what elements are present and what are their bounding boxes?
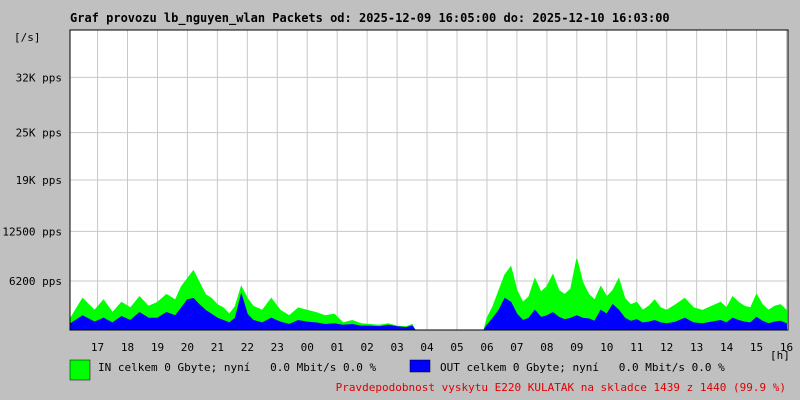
y-tick-labels: 6200 pps 12500 pps 19K pps 25K pps 32K pps (2, 71, 62, 288)
x-tick-label-0: 17 (91, 341, 104, 354)
plot-border (69, 29, 789, 331)
legend-label-in: IN celkem 0 Gbyte; nyní 0.0 Mbit/s 0.0 % (98, 361, 377, 374)
series-out-area (70, 292, 787, 331)
x-tick-label-8: 01 (331, 341, 344, 354)
x-tick-label-12: 05 (450, 341, 463, 354)
legend-swatch-out (409, 359, 431, 373)
y-tick-label-0: 6200 pps (9, 275, 62, 288)
chart-title: Graf provozu lb_nguyen_wlan Packets od: … (70, 11, 670, 26)
x-tick-label-11: 04 (420, 341, 434, 354)
y-tick-label-3: 25K pps (16, 127, 62, 140)
x-tick-label-13: 06 (480, 341, 493, 354)
x-tick-label-14: 07 (510, 341, 523, 354)
x-tick-label-23: 16 (780, 341, 793, 354)
x-tick-label-2: 19 (151, 341, 164, 354)
x-tick-label-9: 02 (361, 341, 374, 354)
y-tick-label-1: 12500 pps (2, 225, 62, 238)
x-tick-label-22: 15 (750, 341, 763, 354)
x-tick-label-3: 20 (181, 341, 194, 354)
legend-swatch-in (69, 359, 91, 381)
x-tick-labels: 17 18 19 20 21 22 23 00 01 02 03 04 05 06 07 08 09 10 11 12… (91, 341, 793, 354)
y-tick-label-4: 32K pps (16, 71, 62, 84)
x-tick-label-20: 13 (690, 341, 703, 354)
y-axis-label: [/s] (14, 31, 41, 44)
x-tick-label-18: 11 (630, 341, 643, 354)
x-tick-label-19: 12 (660, 341, 673, 354)
grid-lines (70, 30, 788, 330)
legend-label-out: OUT celkem 0 Gbyte; nyní 0.0 Mbit/s 0.0 … (440, 361, 725, 374)
x-tick-label-21: 14 (720, 341, 734, 354)
x-tick-label-4: 21 (211, 341, 224, 354)
x-axis-label: [h] (770, 349, 790, 362)
probability-note: Pravdepodobnost vyskytu E220 KULATAK na … (336, 381, 786, 394)
x-tick-label-1: 18 (121, 341, 134, 354)
x-tick-label-17: 10 (600, 341, 613, 354)
y-tick-label-2: 19K pps (16, 174, 62, 187)
x-tick-label-6: 23 (271, 341, 284, 354)
x-tick-label-5: 22 (241, 341, 254, 354)
x-tick-label-15: 08 (540, 341, 553, 354)
series-layer (69, 29, 789, 331)
x-tick-label-7: 00 (301, 341, 314, 354)
x-tick-label-16: 09 (570, 341, 583, 354)
x-tick-label-10: 03 (390, 341, 403, 354)
